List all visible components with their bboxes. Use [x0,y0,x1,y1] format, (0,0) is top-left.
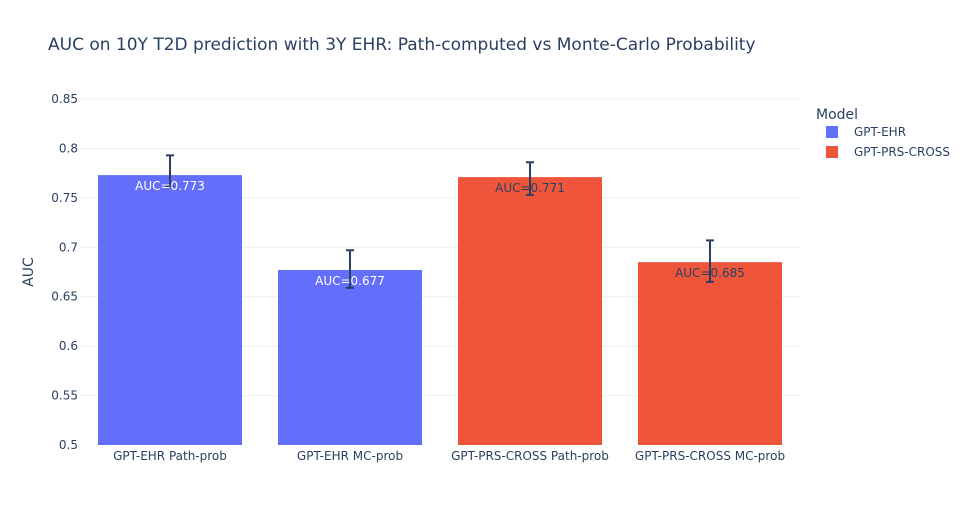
bar [638,262,782,445]
y-tick-label: 0.7 [59,240,78,254]
legend-swatch[interactable] [826,126,838,138]
x-tick-label: GPT-PRS-CROSS Path-prob [451,449,609,463]
legend-label[interactable]: GPT-EHR [854,125,906,139]
y-axis-title: AUC [21,257,37,287]
x-tick-label: GPT-PRS-CROSS MC-prob [635,449,785,463]
bar-data-label: AUC=0.773 [135,179,205,193]
x-tick-label: GPT-EHR MC-prob [297,449,403,463]
y-tick-label: 0.6 [59,339,78,353]
bar [458,177,602,445]
y-tick-label: 0.5 [59,438,78,452]
legend-title: Model [816,107,858,123]
x-axis-ticks: GPT-EHR Path-prob GPT-EHR MC-prob GPT-PRS-… [113,449,785,463]
x-tick-label: GPT-EHR Path-prob [113,449,227,463]
bar [278,270,422,445]
y-tick-label: 0.55 [51,389,78,403]
y-axis-ticks: 0.5 0.55 0.6 0.65 0.7 0.75 0.8 0.85 [51,92,78,452]
bar-data-label: AUC=0.685 [675,266,745,280]
bar-data-label: AUC=0.771 [495,181,565,195]
y-tick-label: 0.75 [51,191,78,205]
bars: AUC=0.773 AUC=0.677 AUC=0.771 AUC=0.685 [98,154,782,445]
legend: Model GPT-EHR GPT-PRS-CROSS [816,107,950,159]
y-tick-label: 0.8 [59,141,78,155]
legend-label[interactable]: GPT-PRS-CROSS [854,145,950,159]
chart-title: AUC on 10Y T2D prediction with 3Y EHR: P… [48,35,756,55]
y-tick-label: 0.65 [51,290,78,304]
legend-swatch[interactable] [826,146,838,158]
bar [98,175,242,445]
y-tick-label: 0.85 [51,92,78,106]
bar-data-label: AUC=0.677 [315,274,385,288]
